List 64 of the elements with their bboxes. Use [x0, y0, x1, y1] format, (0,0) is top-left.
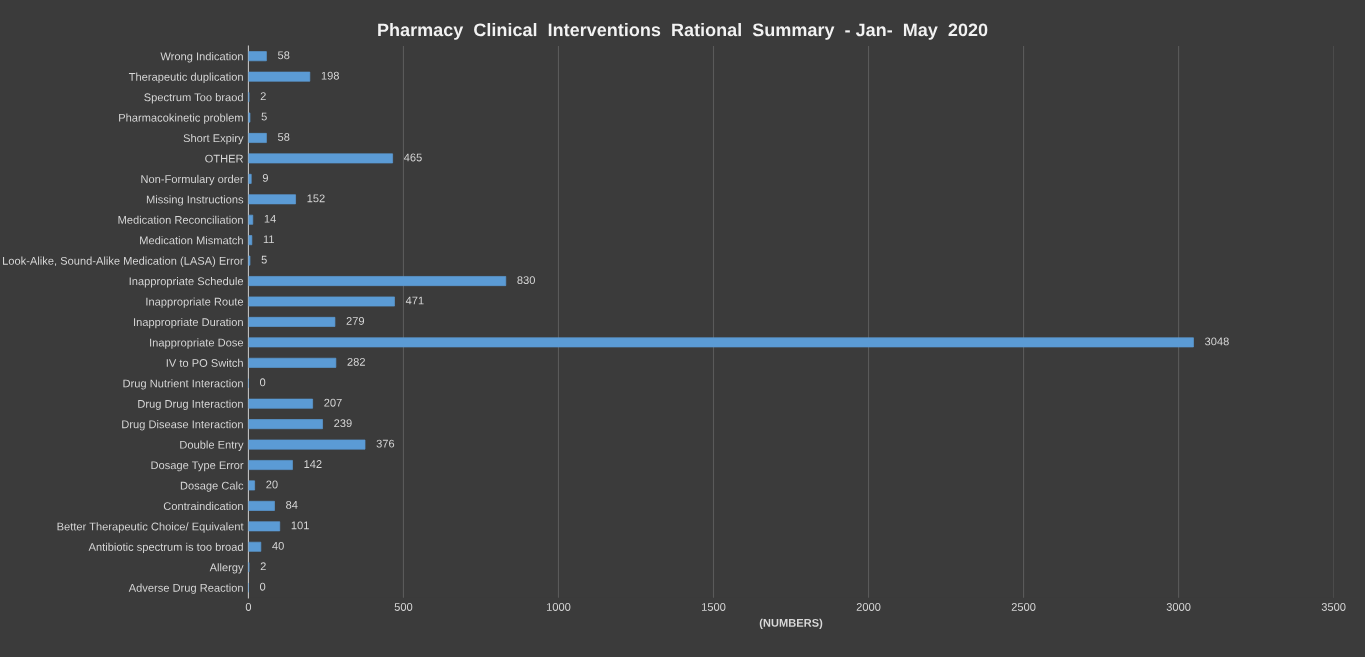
data-label: 0: [259, 378, 266, 387]
data-label: 14: [264, 214, 276, 223]
y-tick-label: Look-Alike, Sound-Alike Medication (LASA) Error: [3, 256, 244, 267]
chart-title: Pharmacy Clinical Interventions Rational Summary - Jan- May 2020: [378, 23, 988, 40]
data-label: 2: [260, 92, 266, 100]
y-tick-label: Spectrum Too braod: [144, 93, 243, 104]
data-label: 142: [304, 460, 322, 468]
y-tick-label: Double Entry: [180, 440, 244, 451]
data-label: 282: [347, 357, 365, 366]
y-tick-label: Wrong Indication: [160, 52, 243, 63]
data-label: 11: [263, 235, 274, 244]
data-label: 5: [261, 112, 267, 121]
x-tick-label: 2000: [856, 603, 881, 611]
data-label: 0: [259, 582, 266, 591]
data-label: 40: [272, 541, 284, 550]
y-tick-label: Medication Reconciliation: [118, 215, 243, 224]
data-label: 465: [403, 153, 422, 162]
y-tick-label: Drug Disease Interaction: [122, 420, 243, 431]
y-tick-label: Adverse Drug Reaction: [128, 583, 243, 594]
y-tick-label: Dosage Type Error: [151, 461, 244, 472]
y-tick-label: Better Therapeutic Choice/ Equivalent: [57, 522, 244, 533]
data-label: 2: [260, 562, 266, 571]
data-label: 9: [262, 173, 268, 182]
x-tick-label: 0: [245, 603, 252, 611]
x-tick-label: 3000: [1166, 603, 1191, 611]
y-tick-label: Dosage Calc: [180, 481, 244, 492]
y-tick-label: IV to PO Switch: [166, 358, 243, 367]
data-label: 58: [277, 51, 290, 60]
data-label: 3048: [1205, 337, 1229, 346]
y-tick-label: Missing Instructions: [146, 195, 244, 206]
x-tick-label: 3500: [1321, 603, 1346, 611]
data-label: 207: [324, 398, 342, 407]
data-label: 84: [286, 501, 298, 509]
y-tick-label: Pharmacokinetic problem: [119, 113, 243, 124]
data-label: 5: [261, 255, 267, 264]
data-label: 376: [376, 439, 395, 448]
y-tick-label: Medication Mismatch: [140, 236, 243, 245]
y-tick-label: Inappropriate Schedule: [129, 277, 244, 288]
y-tick-label: Antibiotic spectrum is too broad: [88, 542, 243, 554]
y-tick-label: Short Expiry: [183, 133, 244, 145]
y-tick-label: Inappropriate Dose: [150, 338, 244, 349]
data-label: 58: [277, 133, 290, 141]
y-tick-label: Drug Drug Interaction: [138, 399, 243, 411]
data-label: 239: [334, 419, 352, 428]
y-tick-label: Drug Nutrient Interaction: [123, 379, 243, 390]
y-tick-label: Allergy: [209, 563, 244, 574]
y-tick-label: Contraindication: [163, 501, 243, 511]
data-label: 20: [266, 480, 278, 489]
data-label: 198: [321, 71, 339, 80]
y-tick-label: OTHER: [205, 154, 244, 163]
y-tick-label: Inappropriate Route: [146, 297, 244, 308]
data-label: 471: [405, 296, 424, 305]
x-tick-label: 2500: [1011, 603, 1036, 611]
x-axis-title: (NUMBERS): [759, 618, 823, 629]
x-tick-label: 1500: [701, 603, 726, 611]
x-tick-label: 500: [394, 603, 413, 611]
y-tick-label: Inappropriate Duration: [134, 317, 243, 329]
x-tick-label: 1000: [546, 603, 571, 611]
y-tick-label: Therapeutic duplication: [128, 72, 243, 83]
data-label: 152: [307, 194, 325, 203]
data-label: 830: [517, 276, 535, 285]
data-label: 101: [291, 521, 309, 530]
y-tick-label: Non-Formulary order: [141, 174, 244, 186]
data-label: 279: [346, 317, 365, 325]
